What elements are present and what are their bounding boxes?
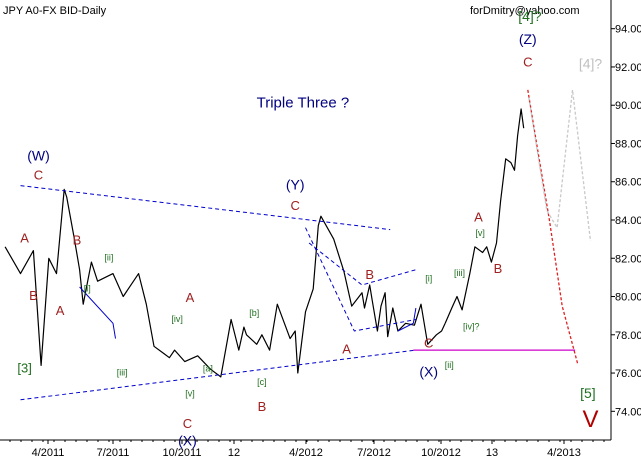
wave-label-27: [iii] bbox=[454, 268, 465, 278]
series-price-1 bbox=[444, 108, 525, 324]
wave-label-29: [v] bbox=[475, 228, 485, 238]
wave-label-34: C bbox=[523, 55, 532, 70]
series-price-0 bbox=[4, 188, 446, 378]
wave-label-2: A bbox=[20, 231, 29, 246]
wave-label-21: B bbox=[365, 267, 374, 282]
y-tick-label: 92.00 bbox=[615, 62, 641, 74]
wave-label-13: [a] bbox=[203, 364, 213, 374]
wave-label-0: (W) bbox=[27, 148, 50, 164]
series-layer bbox=[4, 89, 592, 401]
wave-label-26: (X) bbox=[419, 364, 438, 380]
wave-label-31: B bbox=[494, 261, 503, 276]
x-tick-label: 4/2012 bbox=[289, 447, 323, 459]
wave-label-17: C bbox=[183, 416, 192, 431]
wave-label-22: A bbox=[342, 342, 351, 357]
wave-labels-layer: (W) C A B [3] B A [i] [ii] [iii] [iv] [v] A [a] [b] [c]… bbox=[17, 8, 602, 449]
y-tick-label: 90.00 bbox=[615, 100, 641, 112]
wave-label-35: [4]? bbox=[579, 56, 603, 72]
wave-label-14: [b] bbox=[249, 308, 259, 318]
series-solidline-9 bbox=[397, 307, 417, 332]
wave-label-38: Triple Three ? bbox=[257, 94, 350, 111]
series-trendline-5 bbox=[20, 349, 416, 401]
wave-label-12: A bbox=[186, 290, 195, 305]
y-tick-label: 88.00 bbox=[615, 138, 641, 150]
wave-label-19: (Y) bbox=[286, 176, 305, 192]
y-tick-label: 94.00 bbox=[615, 24, 641, 36]
series-forecast-3 bbox=[528, 89, 592, 242]
wave-label-5: B bbox=[73, 232, 82, 247]
wave-label-18: (X) bbox=[178, 433, 197, 449]
y-tick-label: 74.00 bbox=[615, 406, 641, 418]
wave-label-23: [i] bbox=[425, 274, 432, 284]
x-tick-label: 4/2013 bbox=[547, 447, 581, 459]
wave-label-24: [ii] bbox=[445, 360, 454, 370]
x-tick-label: 10/2011 bbox=[163, 447, 202, 459]
wave-label-3: B bbox=[29, 288, 38, 303]
wave-label-20: C bbox=[291, 198, 300, 213]
y-tick-label: 82.00 bbox=[615, 253, 641, 265]
chart-title: JPY A0-FX BID-Daily bbox=[3, 5, 107, 17]
wave-label-8: [ii] bbox=[104, 253, 113, 263]
x-tick-label: 4/2011 bbox=[32, 447, 65, 459]
y-tick-label: 84.00 bbox=[615, 215, 641, 227]
wave-label-32: [4]? bbox=[518, 8, 542, 24]
series-trendline-4 bbox=[20, 185, 391, 231]
series-forecast-2 bbox=[527, 89, 579, 364]
wave-label-11: [v] bbox=[185, 388, 195, 398]
wave-label-37: V bbox=[582, 406, 598, 433]
wave-label-16: B bbox=[258, 399, 267, 414]
wave-label-6: A bbox=[56, 303, 65, 318]
wave-label-36: [5] bbox=[580, 385, 596, 401]
wave-label-7: [i] bbox=[84, 283, 91, 293]
x-tick-label: 10/2012 bbox=[421, 447, 461, 459]
series-channel-6 bbox=[305, 227, 416, 332]
x-tick-label: 13 bbox=[486, 447, 498, 459]
wave-label-15: [c] bbox=[257, 377, 267, 387]
wave-label-10: [iv] bbox=[171, 314, 183, 324]
y-tick-label: 86.00 bbox=[615, 177, 641, 189]
wave-label-1: C bbox=[34, 167, 43, 182]
wave-label-25: C bbox=[424, 336, 433, 351]
credit-text: forDmitry@yahoo.com bbox=[470, 5, 580, 17]
y-tick-label: 76.00 bbox=[615, 368, 641, 380]
wave-label-30: A bbox=[474, 210, 483, 225]
series-channel-7 bbox=[308, 242, 417, 286]
x-tick-label: 12 bbox=[228, 447, 240, 459]
x-tick-label: 7/2012 bbox=[357, 447, 391, 459]
wave-label-33: (Z) bbox=[519, 31, 537, 47]
wave-label-4: [3] bbox=[17, 361, 31, 376]
wave-label-9: [iii] bbox=[117, 367, 128, 377]
y-tick-label: 80.00 bbox=[615, 292, 641, 304]
x-tick-label: 7/2011 bbox=[97, 447, 130, 459]
series-solidline-8 bbox=[79, 286, 116, 339]
y-tick-label: 78.00 bbox=[615, 330, 641, 342]
wave-label-28: [iv]? bbox=[463, 321, 480, 331]
